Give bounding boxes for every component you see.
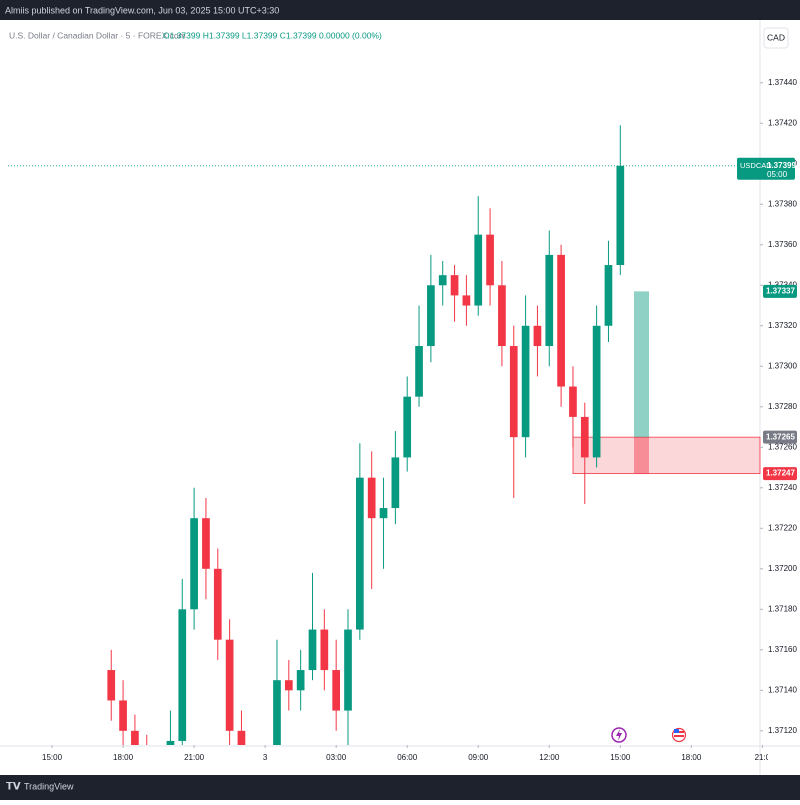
last-price-tag (737, 157, 795, 180)
candle-body (202, 518, 210, 569)
candle-body (296, 670, 305, 691)
x-tick-label: 03:00 (326, 753, 347, 762)
x-tick-label: 3 (263, 753, 268, 762)
published-text: Almiis published on TradingView.com, Jun… (5, 5, 279, 15)
candles (107, 125, 625, 745)
currency-label[interactable]: CAD (767, 32, 785, 42)
candle-body (498, 285, 506, 347)
price-tag (763, 284, 797, 298)
y-tick-label: 1.37320 (768, 321, 797, 330)
currency-button[interactable] (763, 27, 789, 49)
y-tick-label: 1.37440 (768, 78, 797, 87)
y-tick-label: 1.37160 (768, 645, 797, 654)
candle-body (166, 740, 175, 745)
candle-body (225, 639, 234, 731)
candle-body (119, 700, 127, 731)
candle-body (486, 234, 494, 286)
price-tag-label: 1.37247 (766, 469, 795, 478)
brand: TradingView (24, 781, 74, 791)
candle-body (344, 629, 352, 711)
x-tick-label: 15:00 (610, 753, 631, 762)
chart-area (0, 20, 800, 775)
ohlc-legend: O1.37399 H1.37399 L1.37399 C1.37399 0.00… (163, 30, 382, 40)
candle-body (533, 325, 542, 347)
candle-body (284, 680, 293, 691)
footer-bar (0, 775, 800, 800)
candle-body (391, 457, 400, 509)
x-tick-label: 21:0 (755, 753, 771, 762)
candle-body (178, 609, 187, 741)
candle-body (474, 234, 483, 306)
x-tick-label: 15:00 (42, 753, 63, 762)
candle-body (213, 568, 222, 640)
y-tick-label: 1.37240 (768, 483, 797, 492)
candle-body (462, 295, 471, 306)
candle-body (190, 518, 198, 610)
flag-canton (674, 729, 679, 733)
y-tick-label: 1.37420 (768, 118, 797, 127)
y-tick-label: 1.37120 (768, 726, 797, 735)
position-tool (572, 291, 761, 475)
x-tick-label: 18:00 (113, 753, 134, 762)
candle-body (356, 477, 364, 630)
header-bar (0, 0, 800, 20)
candle-body (367, 477, 376, 519)
event-icon-bolt (616, 729, 622, 741)
candle-body (616, 165, 625, 266)
y-tick-label: 1.37220 (768, 523, 797, 532)
candle-body (509, 346, 518, 438)
candle-body (320, 629, 329, 671)
candle-body (545, 254, 554, 347)
y-tick-label: 1.37360 (768, 240, 797, 249)
y-tick-label: 1.37140 (768, 685, 797, 694)
stop-zone (634, 437, 649, 474)
candle-body (604, 265, 613, 326)
candle-body (557, 254, 565, 387)
countdown: 05:00 (767, 170, 788, 179)
candle-body (379, 508, 388, 519)
candle-body (438, 275, 447, 286)
candle-body (332, 670, 341, 711)
y-tick-label: 1.37260 (768, 442, 797, 451)
y-tick-label: 1.37300 (768, 361, 797, 370)
price-tag-label: 1.37337 (766, 286, 795, 295)
flag-stripe (674, 735, 684, 737)
y-tick-label: 1.37280 (768, 402, 797, 411)
candle-body (308, 629, 317, 671)
candle-body (107, 670, 116, 701)
x-tick-label: 18:00 (681, 753, 702, 762)
y-tick-label: 1.37180 (768, 604, 797, 613)
candle-body (592, 325, 601, 458)
candle-body (427, 285, 435, 347)
stop-zone-band (572, 436, 761, 475)
price-tag (763, 430, 797, 444)
last-price-symbol: USDCAD (740, 161, 772, 170)
logo-mark: 𝗧𝗩 (6, 782, 21, 793)
candle-body (415, 346, 423, 397)
x-tick-label: 09:00 (468, 753, 489, 762)
last-price-value: 1.37399 (767, 161, 796, 170)
time-axis: 15:00 18:00 21:00 3 03:00 06:00 09:00 12:00 15:0… (42, 745, 771, 762)
y-tick-label: 1.37380 (768, 199, 797, 208)
x-tick-label: 21:00 (184, 753, 205, 762)
candle-body (450, 275, 459, 296)
x-tick-label: 06:00 (397, 753, 418, 762)
candle-body (580, 416, 589, 458)
price-tag (763, 467, 797, 481)
candle-body (273, 680, 281, 745)
candle-body (569, 386, 577, 417)
y-tick-label: 1.37200 (768, 564, 797, 573)
candle-body (131, 730, 139, 745)
candle-body (521, 325, 530, 438)
symbol-title: U.S. Dollar / Canadian Dollar · 5 · FORE… (9, 30, 186, 40)
candle-body (403, 396, 412, 458)
target-zone (634, 291, 649, 438)
candle-body (237, 730, 246, 745)
price-tag-label: 1.37265 (766, 432, 795, 441)
x-tick-label: 12:00 (539, 753, 560, 762)
